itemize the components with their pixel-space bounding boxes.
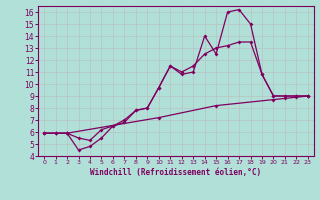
X-axis label: Windchill (Refroidissement éolien,°C): Windchill (Refroidissement éolien,°C) — [91, 168, 261, 177]
